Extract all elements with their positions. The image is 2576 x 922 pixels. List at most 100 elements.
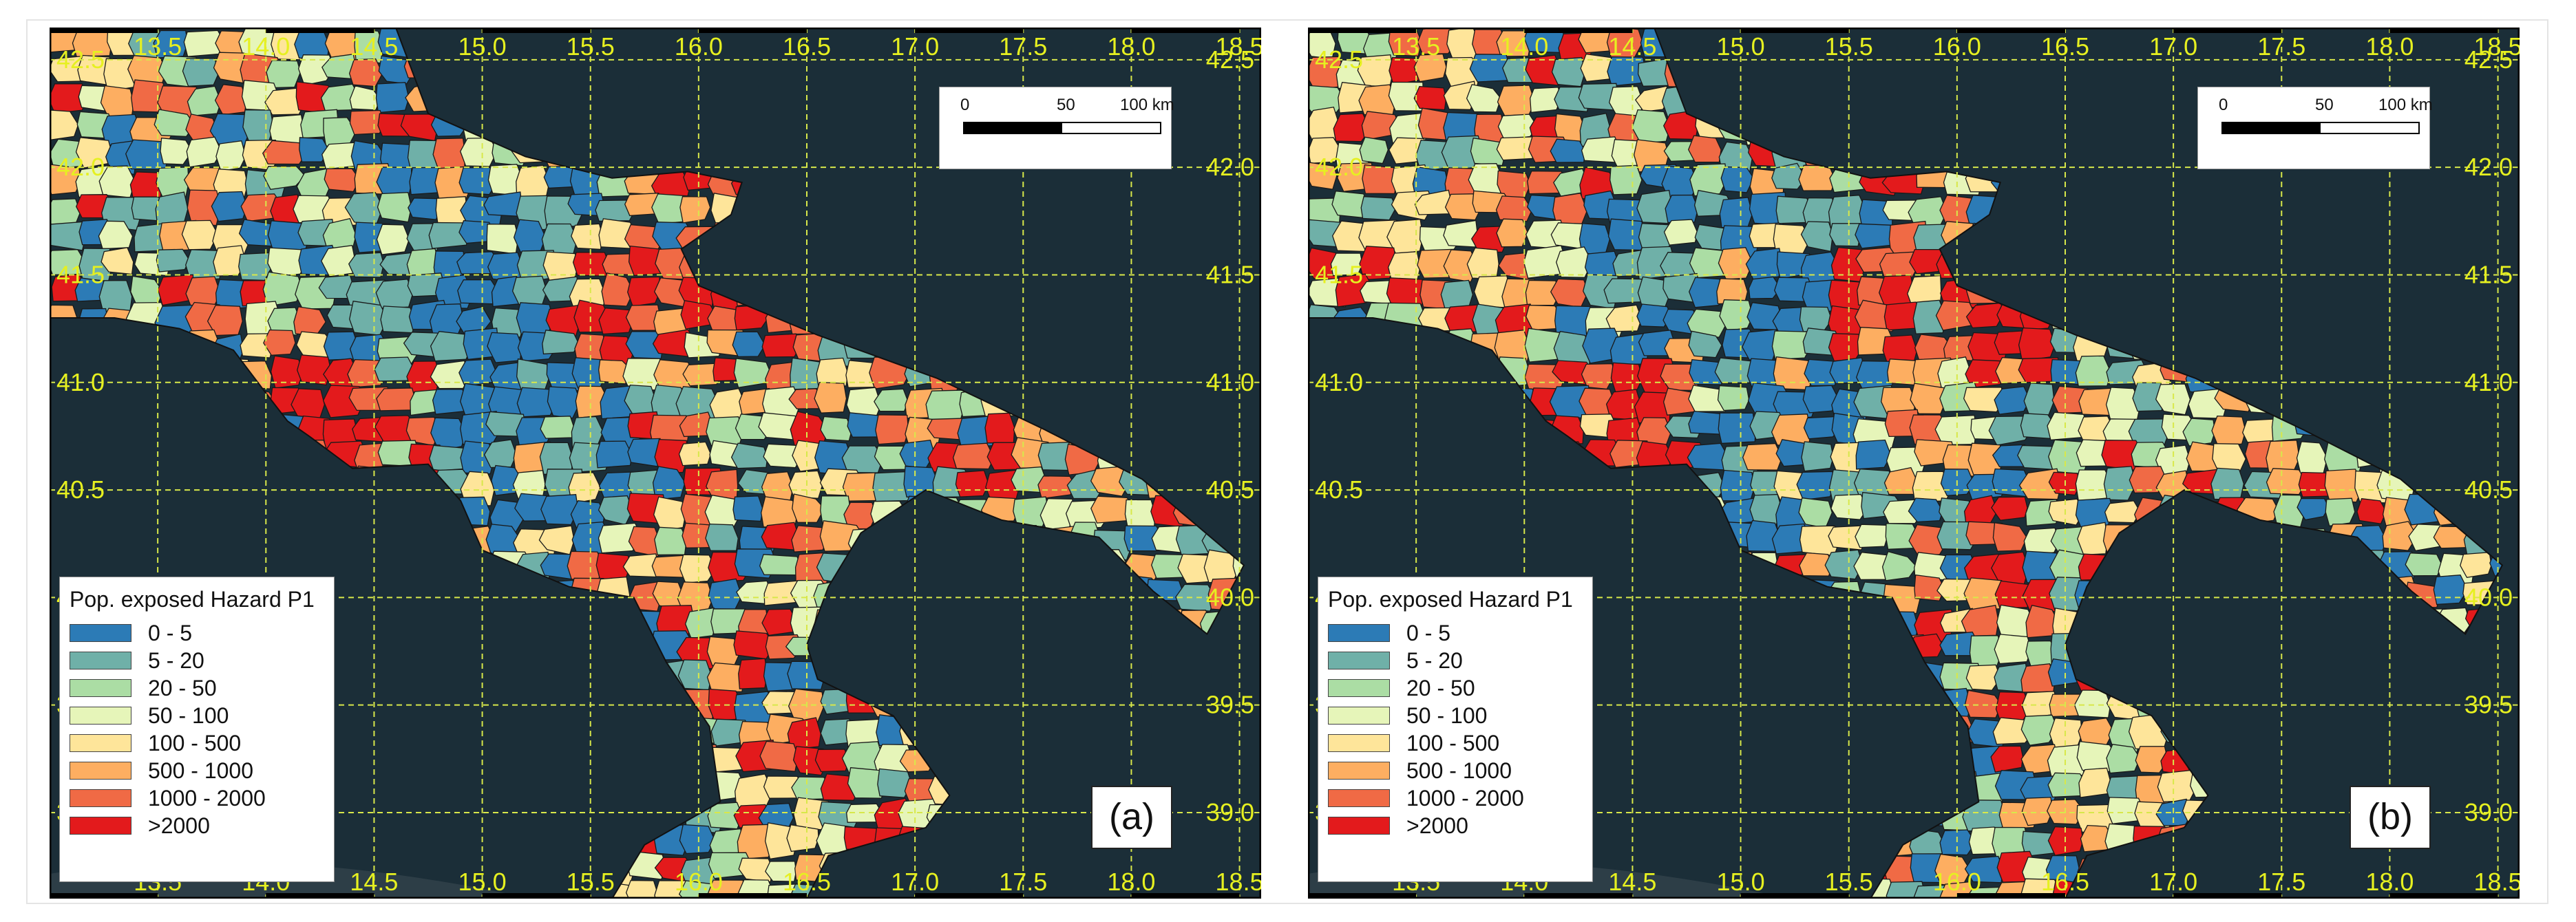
lon-tick-label-top: 14.5 xyxy=(1608,32,1656,61)
municipality-polygon xyxy=(1609,164,1643,195)
municipality-polygon xyxy=(2021,797,2053,826)
municipality-polygon xyxy=(349,109,385,136)
municipality-polygon xyxy=(738,857,774,883)
legend-label: 100 - 500 xyxy=(148,730,242,755)
municipality-polygon xyxy=(155,191,189,226)
municipality-polygon xyxy=(1991,496,2028,521)
legend-label: 1000 - 2000 xyxy=(148,785,266,811)
legend-entry: 100 - 500 xyxy=(1328,729,1583,757)
municipality-polygon xyxy=(50,109,79,141)
municipality-polygon xyxy=(153,30,189,58)
municipality-polygon xyxy=(787,717,821,751)
legend-swatch xyxy=(70,789,131,807)
lon-tick-label-top: 13.5 xyxy=(134,32,182,61)
legend-label: 500 - 1000 xyxy=(1406,758,1512,783)
municipality-polygon xyxy=(761,333,801,358)
municipality-polygon xyxy=(215,140,246,172)
municipality-polygon xyxy=(568,472,601,504)
scale-label-0: 0 xyxy=(960,96,970,114)
municipality-polygon xyxy=(2073,689,2111,718)
lon-tick-label-bottom: 17.5 xyxy=(2257,868,2305,896)
lon-tick-label-top: 14.0 xyxy=(1500,32,1548,61)
lon-tick-label-bottom: 18.5 xyxy=(1216,868,1261,896)
municipality-polygon xyxy=(160,137,193,165)
lat-tick-label-right: 40.0 xyxy=(1206,583,1254,611)
legend-label: >2000 xyxy=(1406,813,1468,838)
legend-entry: 0 - 5 xyxy=(1328,619,1583,647)
municipality-polygon xyxy=(1466,84,1502,113)
municipality-polygon xyxy=(2023,383,2055,416)
lon-tick-label-top: 17.0 xyxy=(2149,32,2197,61)
municipality-polygon xyxy=(759,740,799,772)
graticule xyxy=(1308,28,2520,899)
legend-entry: 5 - 20 xyxy=(70,647,324,674)
municipality-polygon xyxy=(2211,415,2246,447)
municipality-polygon xyxy=(2324,469,2365,503)
municipality-polygon xyxy=(1742,442,1783,471)
municipality-polygon xyxy=(430,360,470,389)
lon-tick-label-bottom: 14.5 xyxy=(1608,868,1656,896)
lon-tick-label-top: 18.5 xyxy=(2474,32,2520,61)
lon-tick-label-top: 15.5 xyxy=(1825,32,1873,61)
municipality-polygon xyxy=(1634,85,1669,113)
municipality-polygon xyxy=(2297,497,2330,521)
municipality-polygon xyxy=(705,523,739,551)
municipality-polygon xyxy=(1525,279,1561,306)
municipality-polygon xyxy=(1413,53,1447,83)
legend-swatch xyxy=(1328,762,1390,780)
map-frame xyxy=(50,28,1261,899)
municipality-polygon xyxy=(814,749,849,773)
lon-tick-label-bottom: 16.0 xyxy=(1933,868,1981,896)
municipality-polygon xyxy=(2106,744,2141,774)
lon-tick-label-bottom: 15.5 xyxy=(1825,868,1873,896)
legend-swatch xyxy=(70,734,131,752)
municipality-polygon xyxy=(1963,387,2005,413)
municipality-polygon xyxy=(299,137,329,162)
municipality-polygon xyxy=(1799,552,1833,577)
scale-bar-graphic xyxy=(2221,122,2420,134)
lon-tick-label-top: 18.5 xyxy=(1216,32,1261,61)
legend-entry: 500 - 1000 xyxy=(1328,757,1583,784)
municipality-polygon xyxy=(1443,219,1479,248)
municipality-polygon xyxy=(1802,385,1839,414)
legend-label: 50 - 100 xyxy=(1406,703,1488,728)
lat-tick-label-right: 40.5 xyxy=(2464,475,2513,504)
legend-entry: 1000 - 2000 xyxy=(70,784,324,812)
municipality-polygon xyxy=(1689,163,1728,197)
municipality-polygon xyxy=(181,219,219,250)
lat-tick-label-right: 40.0 xyxy=(2464,583,2513,611)
legend-entry: 50 - 100 xyxy=(1328,702,1583,729)
municipality-polygon xyxy=(1175,583,1216,612)
municipality-polygon xyxy=(267,307,302,336)
municipality-polygon xyxy=(1607,56,1647,87)
municipality-polygon xyxy=(2266,468,2307,495)
lon-tick-label-top: 17.5 xyxy=(2257,32,2305,61)
municipality-polygon xyxy=(1333,113,1371,142)
lat-tick-label-right: 40.5 xyxy=(1206,475,1254,504)
municipality-polygon xyxy=(1636,303,1671,328)
municipality-polygon xyxy=(2382,521,2418,551)
legend-swatch xyxy=(70,817,131,835)
lat-tick-label-left: 40.5 xyxy=(56,475,105,504)
municipality-polygon xyxy=(1824,549,1864,580)
municipality-polygon xyxy=(733,630,775,660)
municipality-polygon xyxy=(2018,468,2062,500)
municipality-polygon xyxy=(542,330,580,355)
lon-tick-label-top: 15.0 xyxy=(1717,32,1765,61)
lat-tick-label-right: 42.5 xyxy=(1206,45,1254,74)
municipality-polygon xyxy=(595,440,633,469)
lat-tick-label-right: 39.0 xyxy=(2464,798,2513,826)
municipality-polygon xyxy=(154,109,196,138)
municipality-polygon xyxy=(1994,386,2031,415)
municipality-polygon xyxy=(430,417,467,451)
municipality-polygon xyxy=(540,416,576,439)
municipality-polygon xyxy=(1965,664,2001,691)
municipality-polygon xyxy=(294,30,330,59)
scale-label-0: 0 xyxy=(2219,96,2228,114)
municipality-polygon xyxy=(2018,327,2056,362)
municipality-polygon xyxy=(1912,299,1947,334)
municipality-polygon xyxy=(263,329,296,356)
legend-label: 5 - 20 xyxy=(1406,647,1463,673)
municipality-polygon xyxy=(2135,746,2169,773)
municipality-polygon xyxy=(1308,85,1347,113)
